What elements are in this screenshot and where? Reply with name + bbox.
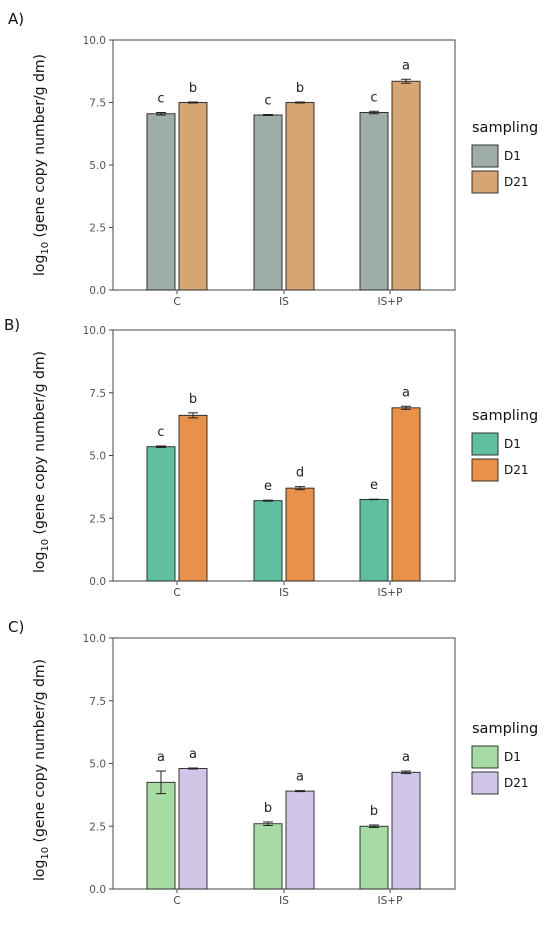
y-axis-label: log10 (gene copy number/g dm) bbox=[32, 351, 51, 573]
y-tick-label: 7.5 bbox=[89, 696, 106, 708]
significance-letter: a bbox=[402, 58, 410, 73]
bar bbox=[253, 500, 283, 582]
x-tick-label: IS+P bbox=[378, 895, 403, 907]
panel-label: B) bbox=[4, 316, 20, 334]
y-tick-label: 10.0 bbox=[83, 633, 106, 645]
y-axis-label: log10 (gene copy number/g dm) bbox=[32, 659, 51, 881]
legend-swatch bbox=[471, 170, 499, 194]
legend-title: sampling bbox=[472, 721, 538, 737]
x-tick-label: IS bbox=[279, 895, 289, 907]
bar bbox=[253, 114, 283, 291]
y-tick-label: 0.0 bbox=[89, 285, 106, 297]
y-tick-label: 0.0 bbox=[89, 576, 106, 588]
legend-label: D21 bbox=[504, 175, 529, 189]
legend-swatch bbox=[471, 458, 499, 482]
bar bbox=[359, 825, 389, 890]
legend-label: D21 bbox=[504, 776, 529, 790]
x-tick-label: IS bbox=[279, 296, 289, 308]
bar bbox=[178, 768, 208, 890]
bar bbox=[285, 487, 315, 582]
legend-label: D1 bbox=[504, 750, 521, 764]
legend-title: sampling bbox=[472, 120, 538, 136]
chart-panel-2: B) 0.0 2.5 5.0 7.5 10.0 C IS IS+P c e e b d a log10 (ge… bbox=[4, 316, 538, 599]
x-tick-label: C bbox=[173, 296, 180, 308]
y-tick-label: 5.0 bbox=[89, 759, 106, 771]
legend-label: D1 bbox=[504, 437, 521, 451]
significance-letter: c bbox=[264, 94, 271, 109]
legend-swatch bbox=[471, 745, 499, 769]
bar bbox=[391, 80, 421, 291]
legend-label: D1 bbox=[504, 149, 521, 163]
y-tick-label: 5.0 bbox=[89, 451, 106, 463]
y-tick-label: 0.0 bbox=[89, 884, 106, 896]
significance-letter: d bbox=[296, 466, 304, 481]
panel-label: A) bbox=[8, 10, 24, 28]
y-tick-label: 2.5 bbox=[89, 821, 106, 833]
significance-letter: b bbox=[189, 81, 197, 96]
legend-swatch bbox=[471, 432, 499, 456]
significance-letter: a bbox=[157, 750, 165, 765]
significance-letter: a bbox=[402, 385, 410, 400]
significance-letter: a bbox=[402, 750, 410, 765]
chart-panel-1: A) 0.0 2.5 5.0 7.5 10.0 C IS IS+P c c c b b a log10 (ge… bbox=[8, 10, 538, 308]
y-tick-label: 7.5 bbox=[89, 98, 106, 110]
y-tick-label: 2.5 bbox=[89, 513, 106, 525]
significance-letter: c bbox=[370, 90, 377, 105]
significance-letter: e bbox=[264, 479, 272, 494]
bar bbox=[146, 113, 176, 291]
x-tick-label: IS+P bbox=[378, 296, 403, 308]
legend-title: sampling bbox=[472, 408, 538, 424]
bar bbox=[391, 407, 421, 582]
significance-letter: c bbox=[157, 92, 164, 107]
bar bbox=[178, 102, 208, 291]
x-tick-label: IS bbox=[279, 587, 289, 599]
bar bbox=[178, 414, 208, 582]
x-tick-label: IS+P bbox=[378, 587, 403, 599]
significance-letter: e bbox=[370, 478, 378, 493]
y-axis-label: log10 (gene copy number/g dm) bbox=[32, 54, 51, 276]
bar bbox=[253, 823, 283, 890]
bar bbox=[146, 446, 176, 582]
significance-letter: a bbox=[296, 770, 304, 785]
legend-swatch bbox=[471, 144, 499, 168]
y-tick-label: 2.5 bbox=[89, 223, 106, 235]
significance-letter: c bbox=[157, 425, 164, 440]
legend-label: D21 bbox=[504, 463, 529, 477]
y-tick-label: 7.5 bbox=[89, 388, 106, 400]
legend-swatch bbox=[471, 771, 499, 795]
significance-letter: b bbox=[189, 392, 197, 407]
y-tick-label: 5.0 bbox=[89, 160, 106, 172]
bar bbox=[391, 771, 421, 890]
x-tick-label: C bbox=[173, 895, 180, 907]
chart-panel-3: C) 0.0 2.5 5.0 7.5 10.0 C IS IS+P a b b a a a log10 (ge… bbox=[8, 618, 538, 907]
bar bbox=[146, 781, 176, 890]
bar bbox=[359, 498, 389, 582]
significance-letter: b bbox=[264, 801, 272, 816]
bar bbox=[285, 790, 315, 890]
x-tick-label: C bbox=[173, 587, 180, 599]
significance-letter: a bbox=[189, 747, 197, 762]
panel-label: C) bbox=[8, 618, 24, 636]
y-tick-label: 10.0 bbox=[83, 325, 106, 337]
significance-letter: b bbox=[296, 81, 304, 96]
significance-letter: b bbox=[370, 804, 378, 819]
bar bbox=[359, 112, 389, 291]
bar bbox=[285, 102, 315, 291]
y-tick-label: 10.0 bbox=[83, 35, 106, 47]
